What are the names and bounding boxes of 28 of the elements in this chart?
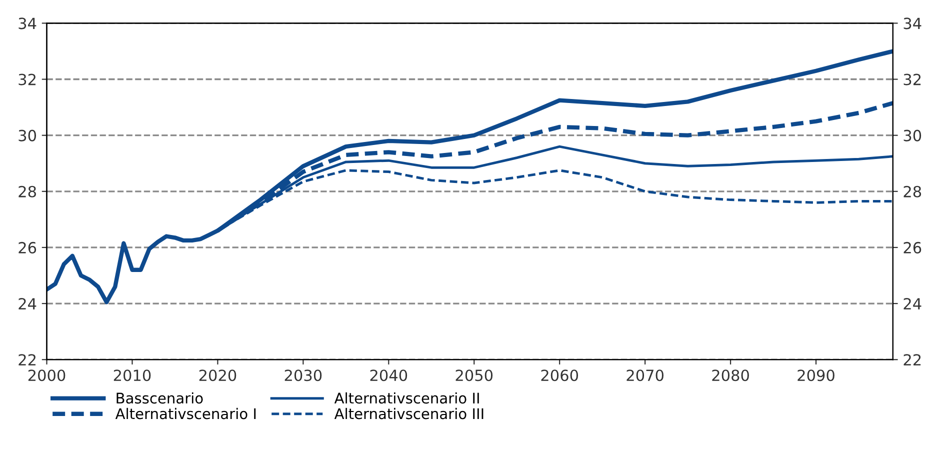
x-tick-label: 2050: [456, 370, 493, 382]
y-tick-label: 34: [18, 18, 36, 30]
y2-tick-label: 28: [904, 186, 922, 198]
y2-tick-label: 22: [904, 354, 921, 366]
y2-tick-label: 32: [904, 74, 921, 86]
y-tick-label: 30: [18, 130, 36, 142]
y-tick-label: 24: [18, 298, 36, 310]
x-tick-label: 2060: [541, 370, 578, 382]
y-tick-label: 28: [18, 186, 36, 198]
x-tick-label: 2080: [712, 370, 749, 382]
y2-tick-label: 34: [904, 18, 922, 30]
y-tick-label: 26: [18, 242, 36, 254]
x-tick-label: 2030: [284, 370, 322, 382]
x-tick-label: 2070: [626, 370, 664, 382]
y-tick-label: 32: [18, 74, 36, 86]
legend-label: Alternativscenario III: [334, 408, 484, 420]
x-tick-label: 2040: [370, 370, 408, 382]
x-tick-label: 2010: [114, 370, 151, 382]
y2-tick-label: 30: [904, 130, 922, 142]
x-tick-label: 2090: [798, 370, 834, 382]
legend-label: Alternativscenario I: [115, 408, 256, 420]
x-tick-label: 2000: [28, 370, 66, 382]
legend-label: Basscenario: [116, 392, 203, 404]
x-tick-label: 2020: [199, 370, 236, 382]
y2-tick-label: 24: [904, 298, 922, 310]
y2-tick-label: 26: [904, 242, 922, 254]
legend-label: Alternativscenario II: [334, 392, 479, 404]
y-tick-label: 22: [18, 354, 36, 366]
